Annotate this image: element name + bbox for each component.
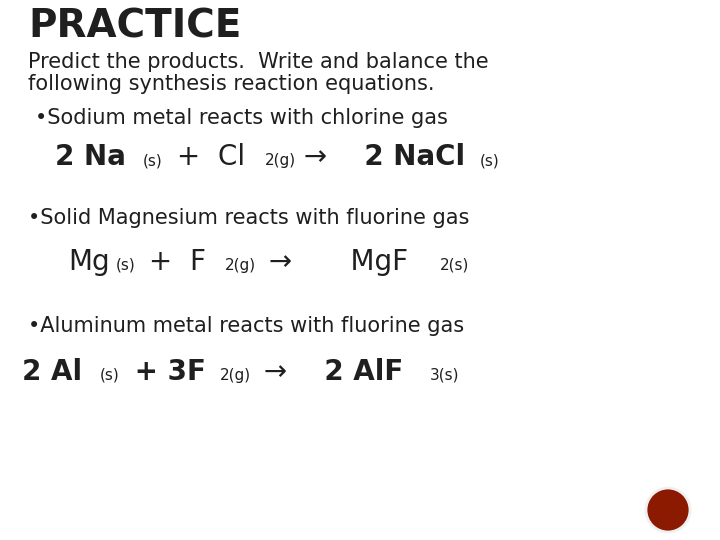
- Text: (s): (s): [143, 153, 163, 168]
- Text: 2 Na: 2 Na: [55, 143, 126, 171]
- Text: MgF: MgF: [315, 248, 408, 276]
- Text: •Aluminum metal reacts with fluorine gas: •Aluminum metal reacts with fluorine gas: [28, 316, 464, 336]
- Text: PRACTICE: PRACTICE: [28, 8, 241, 46]
- Text: +  F: + F: [140, 248, 206, 276]
- Text: →: →: [255, 358, 287, 386]
- Text: 2(g): 2(g): [220, 368, 251, 383]
- Text: following synthesis reaction equations.: following synthesis reaction equations.: [28, 74, 434, 94]
- Text: +  Cl: + Cl: [168, 143, 245, 171]
- Text: + 3F: + 3F: [125, 358, 206, 386]
- Text: •Sodium metal reacts with chlorine gas: •Sodium metal reacts with chlorine gas: [35, 108, 448, 128]
- Text: 2(g): 2(g): [265, 153, 296, 168]
- Text: →: →: [260, 248, 292, 276]
- Text: →: →: [295, 143, 327, 171]
- Text: 2 Al: 2 Al: [22, 358, 82, 386]
- Text: 2 AlF: 2 AlF: [305, 358, 403, 386]
- Text: 2 NaCl: 2 NaCl: [345, 143, 465, 171]
- Text: Mg: Mg: [68, 248, 109, 276]
- Text: 3(s): 3(s): [430, 368, 459, 383]
- Text: (s): (s): [100, 368, 120, 383]
- Text: 2(g): 2(g): [225, 258, 256, 273]
- Circle shape: [646, 488, 690, 532]
- Text: Predict the products.  Write and balance the: Predict the products. Write and balance …: [28, 52, 489, 72]
- Text: (s): (s): [480, 153, 500, 168]
- Text: 2(s): 2(s): [440, 258, 469, 273]
- Text: •Solid Magnesium reacts with fluorine gas: •Solid Magnesium reacts with fluorine ga…: [28, 208, 469, 228]
- Text: (s): (s): [116, 258, 136, 273]
